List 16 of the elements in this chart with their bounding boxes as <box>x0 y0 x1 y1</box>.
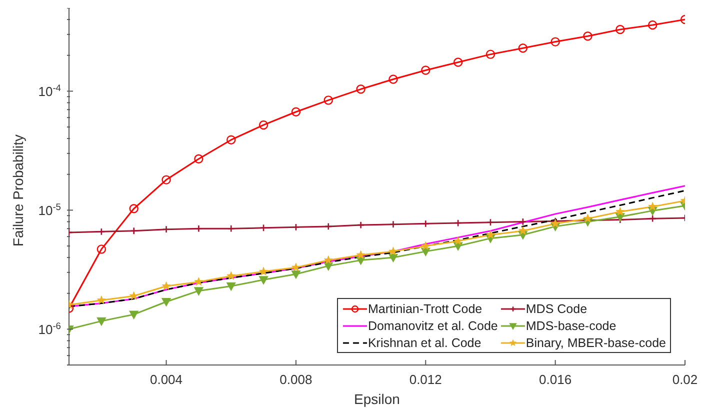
x-tick-label: 0.012 <box>409 372 442 387</box>
legend-label: MDS-base-code <box>526 318 616 332</box>
x-tick-label: 0.016 <box>539 372 572 387</box>
x-axis-title: Epsilon <box>354 391 400 407</box>
y-tick-label: 10$^{-4}$ <box>38 83 61 100</box>
legend-label: Martinian-Trott Code <box>368 302 482 316</box>
x-tick-label: 0.004 <box>150 372 183 387</box>
legend-label: Domanovitz et al. Code <box>368 318 498 332</box>
y-tick-label: 10$^{-5}$ <box>38 202 61 218</box>
y-tick-label: 10$^{-6}$ <box>38 321 61 338</box>
x-tick-label: 0.008 <box>280 372 312 387</box>
legend-label: Binary, MBER-base-code <box>526 336 666 350</box>
x-tick-label: 0.02 <box>672 372 698 387</box>
legend-label: MDS Code <box>526 302 588 316</box>
y-axis-title: Failure Probability <box>10 134 26 246</box>
legend-label: Krishnan et al. Code <box>368 336 482 350</box>
